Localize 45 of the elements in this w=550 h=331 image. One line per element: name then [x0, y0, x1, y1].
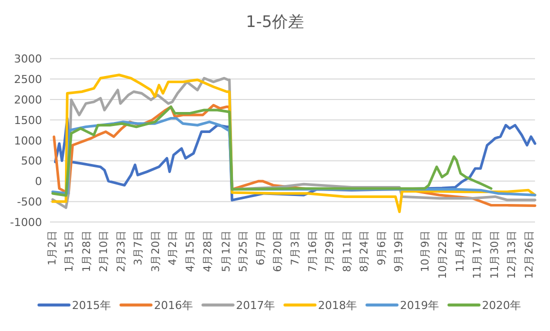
- x-tick-label: 7月3日: [289, 230, 302, 266]
- x-tick-label: 10月22日: [436, 230, 449, 279]
- x-tick-label: 11月30日: [488, 230, 501, 279]
- legend-label: 2018年: [318, 299, 357, 312]
- y-tick-label: 1000: [14, 134, 42, 148]
- y-tick-label: 2500: [14, 73, 42, 86]
- x-tick-label: 2月10日: [98, 230, 110, 272]
- y-tick-label: 3000: [14, 52, 42, 66]
- x-tick-label: 12月26日: [523, 230, 536, 279]
- x-tick-label: 3月7日: [132, 230, 145, 266]
- legend-label: 2016年: [154, 299, 193, 312]
- x-tick-label: 9月6日: [376, 230, 388, 266]
- legend-label: 2020年: [482, 299, 521, 312]
- y-tick-label: 0: [35, 175, 42, 188]
- x-tick-label: 6月20日: [272, 230, 284, 272]
- x-tick-label: 11月17日: [472, 230, 484, 279]
- legend-label: 2019年: [400, 299, 439, 312]
- chart-title: 1-5价差: [246, 12, 304, 31]
- line-series: [51, 106, 492, 197]
- x-tick-label: 1月2日: [46, 230, 58, 266]
- x-tick-label: 11月4日: [454, 230, 466, 272]
- legend-label: 2017年: [236, 299, 275, 312]
- x-tick-label: 4月28日: [202, 230, 214, 272]
- x-tick-label: 4月15日: [184, 230, 197, 272]
- x-tick-label: 4月2日: [167, 230, 180, 266]
- x-tick-label: 8月24日: [358, 230, 371, 272]
- x-tick-label: 2月23日: [115, 230, 128, 272]
- y-tick-label: -1000: [10, 216, 42, 229]
- legend-label: 2015年: [72, 299, 111, 312]
- y-tick-label: 2000: [14, 93, 42, 106]
- x-tick-label: 10月9日: [420, 230, 432, 272]
- x-tick-label: 9月19日: [393, 230, 406, 272]
- x-tick-label: 12月13日: [506, 230, 518, 279]
- x-tick-label: 5月25日: [238, 230, 250, 272]
- x-tick-label: 7月29日: [324, 230, 336, 272]
- y-tick-label: 1500: [14, 114, 42, 127]
- x-tick-label: 3月20日: [150, 230, 162, 272]
- x-tick-label: 1月28日: [80, 230, 93, 272]
- x-tick-label: 8月11日: [341, 230, 354, 272]
- y-tick-label: -500: [17, 196, 42, 209]
- x-tick-label: 6月7日: [254, 230, 267, 266]
- x-tick-label: 5月12日: [220, 230, 232, 272]
- x-tick-label: 7月16日: [306, 230, 319, 272]
- x-tick-label: 1月15日: [64, 230, 76, 272]
- y-tick-label: 500: [21, 154, 42, 168]
